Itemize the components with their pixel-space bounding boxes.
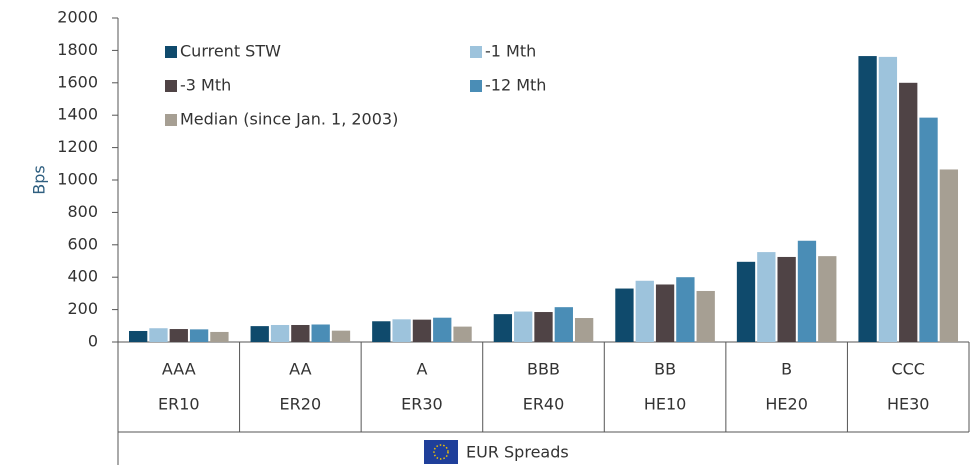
y-tick-label: 2000 <box>57 8 98 27</box>
y-tick-label: 600 <box>67 234 98 253</box>
bar <box>615 288 634 342</box>
bar <box>311 324 330 342</box>
y-tick-label: 0 <box>88 332 98 351</box>
x-index-label: ER20 <box>280 395 322 414</box>
x-tick-label: BB <box>654 360 676 379</box>
y-tick-label: 1600 <box>57 72 98 91</box>
bar <box>514 311 533 342</box>
bar <box>493 314 513 342</box>
bar <box>433 317 452 342</box>
bar <box>797 240 817 342</box>
bar <box>210 331 229 342</box>
bar <box>736 261 756 342</box>
legend-label: Current STW <box>180 42 281 61</box>
eu-flag <box>424 440 458 464</box>
legend-swatch <box>165 46 177 58</box>
bar <box>858 56 877 342</box>
legend-swatch <box>470 80 482 92</box>
x-tick-label: AA <box>289 360 311 379</box>
bar <box>554 307 573 342</box>
x-index-label: ER30 <box>401 395 443 414</box>
x-tick-label: CCC <box>891 360 925 379</box>
legend-swatch <box>470 46 482 58</box>
y-tick-label: 800 <box>67 202 98 221</box>
y-axis-label: Bps <box>30 165 49 194</box>
bar <box>919 117 938 342</box>
bar <box>331 330 351 342</box>
bar <box>777 256 796 342</box>
bar <box>574 318 594 342</box>
bar <box>189 329 209 342</box>
bar <box>392 319 411 342</box>
legend-swatch <box>165 80 177 92</box>
x-tick-label: AAA <box>162 360 196 379</box>
legend-label: -3 Mth <box>180 76 231 95</box>
x-index-label: ER10 <box>158 395 200 414</box>
legend-label: -1 Mth <box>485 42 536 61</box>
legend-label: Median (since Jan. 1, 2003) <box>180 110 398 129</box>
x-tick-label: A <box>416 360 427 379</box>
x-index-label: HE10 <box>644 395 687 414</box>
bar <box>676 277 695 342</box>
bar <box>696 290 715 342</box>
bar <box>412 319 432 342</box>
bar <box>149 328 168 342</box>
bar <box>453 326 472 342</box>
y-tick-label: 1200 <box>57 137 98 156</box>
bar <box>757 252 776 342</box>
legend-label: -12 Mth <box>485 76 546 95</box>
x-index-label: ER40 <box>523 395 565 414</box>
x-tick-label: BBB <box>527 360 560 379</box>
y-tick-label: 1400 <box>57 105 98 124</box>
bar <box>655 284 675 342</box>
bar <box>635 280 654 342</box>
bar <box>939 169 958 342</box>
bar <box>270 324 290 342</box>
y-tick-label: 200 <box>67 299 98 318</box>
x-tick-label: B <box>781 360 792 379</box>
bar <box>818 256 837 342</box>
group-label: EUR Spreads <box>466 443 569 462</box>
x-index-label: HE30 <box>887 395 930 414</box>
bar <box>899 82 918 343</box>
x-index-label: HE20 <box>765 395 808 414</box>
bar <box>372 321 391 342</box>
legend-swatch <box>165 114 177 126</box>
y-tick-label: 1800 <box>57 40 98 59</box>
y-tick-label: 400 <box>67 267 98 286</box>
bar <box>534 312 553 342</box>
bar <box>169 329 188 342</box>
bar <box>878 56 898 342</box>
bar <box>291 324 310 342</box>
bar <box>250 326 269 342</box>
bar <box>129 330 148 342</box>
y-tick-label: 1000 <box>57 170 98 189</box>
